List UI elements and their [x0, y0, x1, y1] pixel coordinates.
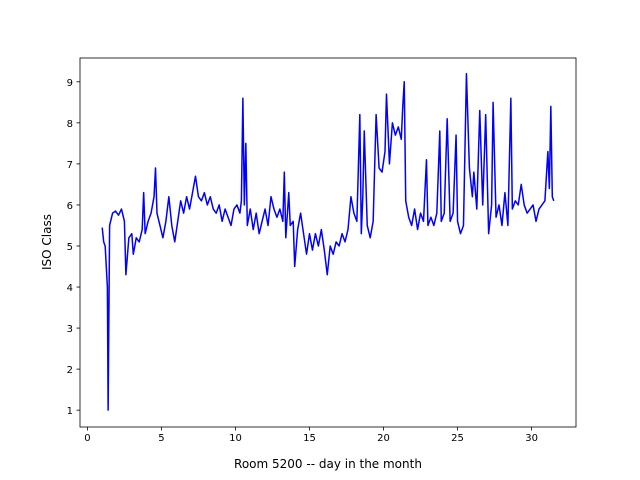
x-tick-label: 5	[158, 433, 164, 444]
y-tick-label: 2	[67, 365, 73, 376]
data-line	[101, 72, 555, 411]
y-tick-label: 4	[67, 283, 73, 294]
y-tick-label: 7	[67, 160, 73, 171]
x-tick-label: 20	[377, 433, 390, 444]
y-tick-label: 6	[67, 201, 73, 212]
y-tick-label: 8	[67, 119, 73, 130]
plot-frame	[79, 57, 577, 428]
x-tick-label: 0	[84, 433, 90, 444]
y-tick-label: 5	[67, 242, 73, 253]
x-axis-label: Room 5200 -- day in the month	[234, 457, 422, 471]
x-tick-label: 25	[451, 433, 464, 444]
y-tick-label: 9	[67, 78, 73, 89]
y-tick-label: 1	[67, 406, 73, 417]
x-tick-label: 10	[229, 433, 242, 444]
y-tick-label: 3	[67, 324, 73, 335]
y-axis-label: ISO Class	[40, 214, 54, 270]
x-tick-label: 30	[525, 433, 538, 444]
x-tick-label: 15	[303, 433, 316, 444]
